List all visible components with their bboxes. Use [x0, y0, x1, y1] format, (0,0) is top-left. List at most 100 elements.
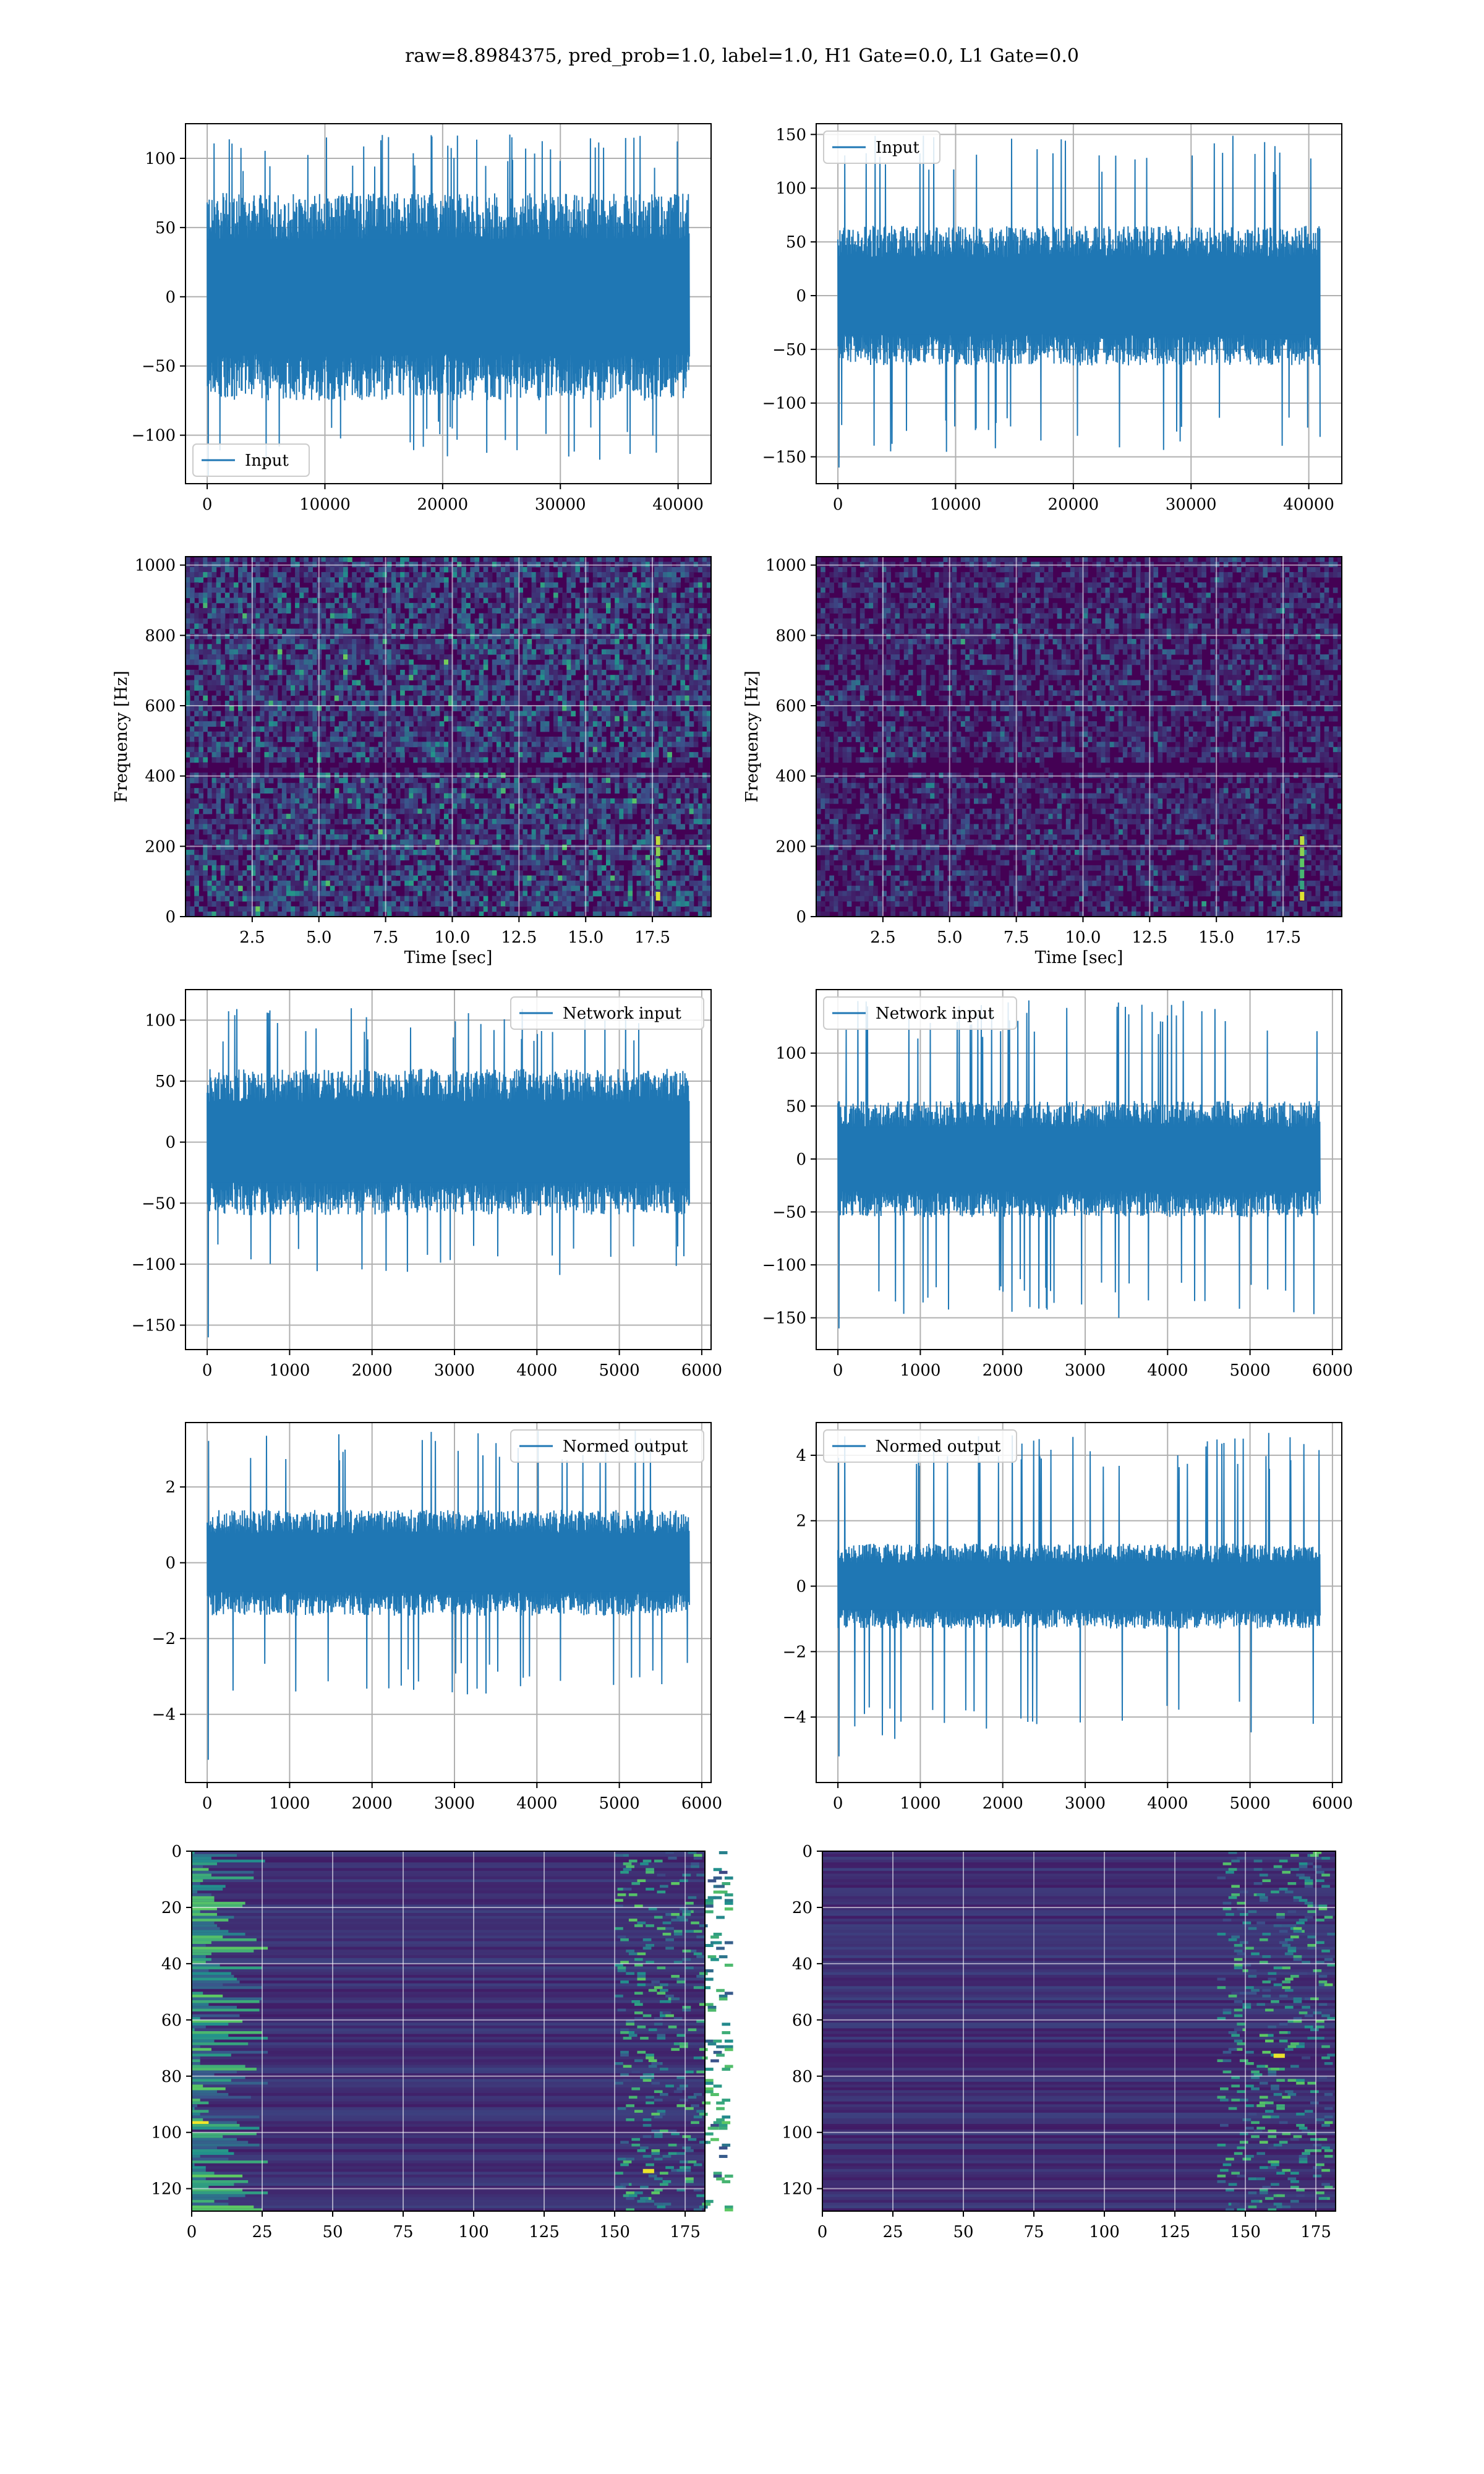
heatmap-cell [474, 777, 480, 784]
heatmap-cell [413, 751, 418, 758]
heatmap-cell [207, 747, 213, 753]
heatmap-cell [558, 721, 563, 727]
heatmap-cell [540, 613, 545, 619]
heatmap-cell [522, 582, 528, 588]
heatmap-cell [391, 834, 396, 840]
heatmap-cell [496, 891, 501, 897]
heatmap-cell [211, 747, 217, 753]
heatmap-cell [338, 777, 344, 784]
heatmap-cell [277, 711, 283, 717]
heatmap-cell [404, 896, 409, 902]
heatmap-cell [413, 639, 418, 644]
heatmap-cell [348, 819, 352, 824]
heatmap-cell [186, 680, 190, 686]
heatmap-cell [186, 571, 190, 578]
heatmap-cell [299, 737, 304, 742]
heatmap-cell [386, 669, 392, 675]
heatmap-cell [334, 747, 339, 753]
heatmap-cell [470, 860, 475, 866]
heatmap-cell [321, 721, 326, 727]
heatmap-cell [273, 788, 278, 794]
heatmap-cell [400, 777, 405, 784]
heatmap-cell [312, 571, 318, 578]
heatmap-cell [540, 911, 545, 917]
heatmap-cell [224, 700, 230, 706]
heatmap-cell [558, 613, 563, 619]
heatmap-cell [194, 751, 199, 758]
heatmap-cell [251, 782, 256, 789]
heatmap-cell [325, 690, 331, 696]
heatmap-cell [224, 567, 230, 573]
heatmap-cell [268, 906, 274, 912]
heatmap-cell [514, 767, 519, 773]
heatmap-cell [514, 593, 519, 599]
heatmap-cell [531, 680, 537, 686]
heatmap-cell [211, 628, 217, 635]
heatmap-cell [470, 685, 475, 691]
heatmap-cell [566, 891, 571, 897]
heatmap-cell [233, 623, 239, 629]
heatmap-cell [579, 860, 585, 866]
heatmap-cell [251, 751, 256, 758]
heatmap-cell [194, 567, 199, 573]
heatmap-cell [571, 737, 576, 742]
heatmap-cell [443, 690, 449, 696]
heatmap-cell [233, 649, 239, 655]
heatmap-cell [190, 628, 195, 635]
heatmap-cell [457, 613, 462, 619]
heatmap-cell [277, 911, 283, 917]
heatmap-cell [295, 669, 300, 675]
heatmap-cell [400, 834, 405, 840]
heatmap-cell [338, 742, 344, 748]
heatmap-cell [413, 896, 418, 902]
heatmap-cell [308, 824, 313, 830]
heatmap-cell [330, 700, 335, 706]
heatmap-cell [435, 880, 440, 886]
heatmap-cell [268, 721, 274, 727]
heatmap-cell [584, 700, 589, 706]
heatmap-cell [448, 875, 453, 881]
heatmap-cell [194, 649, 199, 655]
heatmap-cell [321, 680, 326, 686]
heatmap-cell [281, 602, 287, 609]
heatmap-cell [198, 742, 203, 748]
heatmap-cell [400, 870, 405, 876]
heatmap-cell [325, 803, 331, 809]
heatmap-cell [277, 654, 283, 660]
heatmap-cell [373, 628, 379, 635]
heatmap-cell [575, 613, 581, 619]
heatmap-cell [510, 711, 514, 717]
heatmap-cell [588, 813, 594, 820]
heatmap-cell [474, 587, 480, 593]
heatmap-cell [413, 911, 418, 917]
heatmap-cell [251, 582, 256, 588]
heatmap-cell [522, 721, 528, 727]
heatmap-cell [400, 644, 405, 650]
heatmap-cell [281, 716, 287, 722]
heatmap-cell [435, 901, 440, 907]
heatmap-cell [566, 669, 571, 675]
heatmap-cell [373, 618, 379, 624]
heatmap-cell [413, 726, 418, 732]
heatmap-cell [224, 865, 230, 871]
heatmap-cell [321, 824, 326, 830]
heatmap-cell [325, 571, 331, 578]
heatmap-cell [373, 675, 379, 681]
heatmap-cell [277, 880, 283, 886]
heatmap-cell [325, 577, 331, 583]
heatmap-cell [522, 844, 528, 850]
heatmap-cell [352, 644, 357, 650]
heatmap-cell [277, 587, 283, 593]
heatmap-cell [343, 613, 348, 619]
heatmap-cell [268, 788, 274, 794]
heatmap-cell [461, 782, 466, 789]
heatmap-cell [492, 808, 497, 815]
heatmap-cell [330, 834, 335, 840]
heatmap-cell [448, 664, 453, 670]
heatmap-cell [338, 747, 344, 753]
heatmap-cell [386, 602, 392, 609]
heatmap-cell [439, 880, 445, 886]
heatmap-cell [510, 644, 514, 650]
heatmap-cell [443, 757, 449, 763]
heatmap-cell [338, 762, 344, 768]
